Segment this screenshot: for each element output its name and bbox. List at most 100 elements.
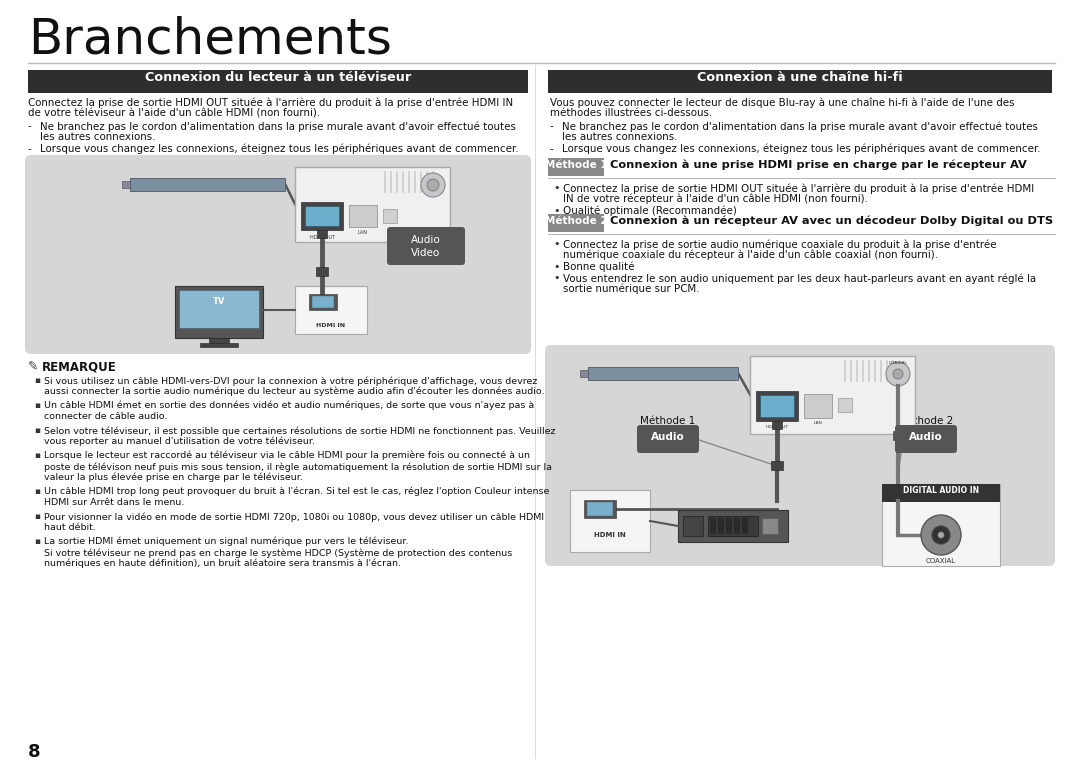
Text: •: • — [553, 262, 559, 272]
Bar — [726, 518, 732, 534]
Bar — [580, 370, 588, 377]
Text: •: • — [553, 183, 559, 193]
Bar — [750, 356, 915, 434]
Bar — [882, 484, 1000, 566]
Text: HDMI IN: HDMI IN — [316, 323, 346, 328]
Bar — [383, 209, 397, 223]
Text: ▪: ▪ — [33, 537, 40, 546]
Text: les autres connexions.: les autres connexions. — [562, 132, 677, 142]
Circle shape — [421, 173, 445, 197]
Text: Connectez la prise de sortie HDMI OUT située à l'arrière du produit à la prise d: Connectez la prise de sortie HDMI OUT si… — [563, 183, 1035, 193]
Bar — [316, 267, 328, 276]
Text: Ne branchez pas le cordon d'alimentation dans la prise murale avant d'avoir effe: Ne branchez pas le cordon d'alimentation… — [40, 121, 516, 132]
Text: Connectez la prise de sortie audio numérique coaxiale du produit à la prise d'en: Connectez la prise de sortie audio numér… — [563, 239, 997, 250]
Text: aussi connecter la sortie audio numérique du lecteur au système audio afin d'éco: aussi connecter la sortie audio numériqu… — [44, 387, 544, 396]
FancyBboxPatch shape — [895, 425, 957, 453]
Bar — [710, 518, 716, 534]
Bar — [312, 296, 334, 308]
Text: valeur la plus élevée prise en charge par le téléviseur.: valeur la plus élevée prise en charge pa… — [44, 473, 302, 482]
FancyBboxPatch shape — [25, 155, 531, 354]
Text: HDMI sur Arrêt dans le menu.: HDMI sur Arrêt dans le menu. — [44, 498, 185, 507]
Bar — [295, 167, 450, 242]
Bar — [295, 286, 367, 334]
Text: •: • — [553, 239, 559, 249]
Bar — [210, 338, 229, 343]
Bar — [756, 391, 798, 421]
Text: Méthode 2: Méthode 2 — [899, 416, 954, 426]
Text: poste de télévison neuf puis mis sous tension, il règle automatiquement la résol: poste de télévison neuf puis mis sous te… — [44, 462, 552, 472]
Circle shape — [886, 362, 910, 386]
Bar — [548, 214, 604, 232]
Bar — [570, 490, 650, 552]
Bar — [588, 367, 738, 380]
Circle shape — [893, 369, 903, 379]
Bar — [175, 286, 264, 338]
Text: -: - — [550, 144, 554, 154]
Bar — [762, 518, 778, 534]
Text: Qualité optimale (Recommandée): Qualité optimale (Recommandée) — [563, 206, 737, 216]
Text: vous reporter au manuel d'utilisation de votre téléviseur.: vous reporter au manuel d'utilisation de… — [44, 437, 315, 447]
Text: haut débit.: haut débit. — [44, 523, 96, 532]
Bar — [309, 294, 337, 310]
Bar — [882, 484, 1000, 502]
Bar — [771, 461, 783, 470]
Text: Lorsque le lecteur est raccordé au téléviseur via le câble HDMI pour la première: Lorsque le lecteur est raccordé au télév… — [44, 451, 530, 460]
Text: Selon votre téléviseur, il est possible que certaines résolutions de sortie HDMI: Selon votre téléviseur, il est possible … — [44, 426, 555, 435]
Text: Un câble HDMI trop long peut provoquer du bruit à l'écran. Si tel est le cas, ré: Un câble HDMI trop long peut provoquer d… — [44, 487, 550, 496]
FancyBboxPatch shape — [637, 425, 699, 453]
Text: DIGITAL AUDIO IN: DIGITAL AUDIO IN — [903, 486, 980, 495]
Text: ▪: ▪ — [33, 376, 40, 385]
Bar — [718, 518, 724, 534]
Text: -: - — [550, 121, 554, 131]
Bar — [708, 516, 758, 536]
Text: IN de votre récepteur à l'aide d'un câble HDMI (non fourni).: IN de votre récepteur à l'aide d'un câbl… — [563, 194, 868, 205]
Text: TV: TV — [213, 298, 226, 307]
Text: Connexion du lecteur à un téléviseur: Connexion du lecteur à un téléviseur — [145, 71, 411, 84]
Text: La sortie HDMI émet uniquement un signal numérique pur vers le téléviseur.: La sortie HDMI émet uniquement un signal… — [44, 537, 408, 546]
Text: ▪: ▪ — [33, 426, 40, 435]
Text: Bonne qualité: Bonne qualité — [563, 262, 635, 272]
Text: numériques en haute définition), un bruit aléatoire sera transmis à l'écran.: numériques en haute définition), un brui… — [44, 559, 401, 568]
Text: ▪: ▪ — [33, 512, 40, 521]
Text: ▪: ▪ — [33, 451, 40, 460]
Text: Si votre téléviseur ne prend pas en charge le système HDCP (Système de protectio: Si votre téléviseur ne prend pas en char… — [44, 548, 512, 558]
Bar — [804, 394, 832, 418]
Bar — [301, 202, 343, 230]
Text: Connexion à une prise HDMI prise en charge par le récepteur AV: Connexion à une prise HDMI prise en char… — [610, 160, 1027, 170]
Bar — [548, 158, 604, 176]
Bar — [893, 431, 903, 440]
Circle shape — [939, 532, 944, 538]
Text: Vous pouvez connecter le lecteur de disque Blu-ray à une chaîne hi-fi à l'aide d: Vous pouvez connecter le lecteur de disq… — [550, 97, 1014, 107]
Text: Lorsque vous changez les connexions, éteignez tous les périphériques avant de co: Lorsque vous changez les connexions, éte… — [40, 144, 518, 154]
Text: ✎: ✎ — [28, 360, 39, 373]
Text: LAN: LAN — [813, 421, 822, 425]
Text: sortie numérique sur PCM.: sortie numérique sur PCM. — [563, 284, 700, 295]
Text: COAXIAL: COAXIAL — [889, 361, 907, 365]
Text: Branchements: Branchements — [28, 15, 392, 63]
Circle shape — [921, 515, 961, 555]
Text: Vous entendrez le son audio uniquement par les deux haut-parleurs avant en ayant: Vous entendrez le son audio uniquement p… — [563, 273, 1036, 284]
Bar — [200, 343, 238, 347]
Text: Audio
Video: Audio Video — [411, 235, 441, 258]
Text: de votre téléviseur à l'aide d'un câble HDMI (non fourni).: de votre téléviseur à l'aide d'un câble … — [28, 108, 320, 118]
Text: Connexion à une chaîne hi-fi: Connexion à une chaîne hi-fi — [697, 71, 903, 84]
Text: COAXIAL: COAXIAL — [926, 558, 956, 564]
Text: Lorsque vous changez les connexions, éteignez tous les périphériques avant de co: Lorsque vous changez les connexions, éte… — [562, 144, 1040, 154]
Text: Audio: Audio — [909, 432, 943, 442]
Text: 8: 8 — [28, 743, 41, 761]
Text: les autres connexions.: les autres connexions. — [40, 132, 156, 142]
Bar — [678, 510, 788, 542]
Circle shape — [932, 526, 950, 544]
FancyBboxPatch shape — [545, 345, 1055, 566]
Bar — [683, 516, 703, 536]
Text: •: • — [553, 273, 559, 283]
Bar — [305, 206, 339, 226]
Text: -: - — [28, 144, 31, 154]
Text: connecter de câble audio.: connecter de câble audio. — [44, 412, 167, 421]
Text: LAN: LAN — [357, 230, 368, 235]
Text: Si vous utilisez un câble HDMI-vers-DVI pour la connexion à votre périphérique d: Si vous utilisez un câble HDMI-vers-DVI … — [44, 376, 538, 386]
Text: Ne branchez pas le cordon d'alimentation dans la prise murale avant d'avoir effe: Ne branchez pas le cordon d'alimentation… — [562, 121, 1038, 132]
Text: méthodes illustrées ci-dessous.: méthodes illustrées ci-dessous. — [550, 108, 712, 118]
Bar — [838, 398, 852, 412]
FancyBboxPatch shape — [387, 227, 465, 265]
